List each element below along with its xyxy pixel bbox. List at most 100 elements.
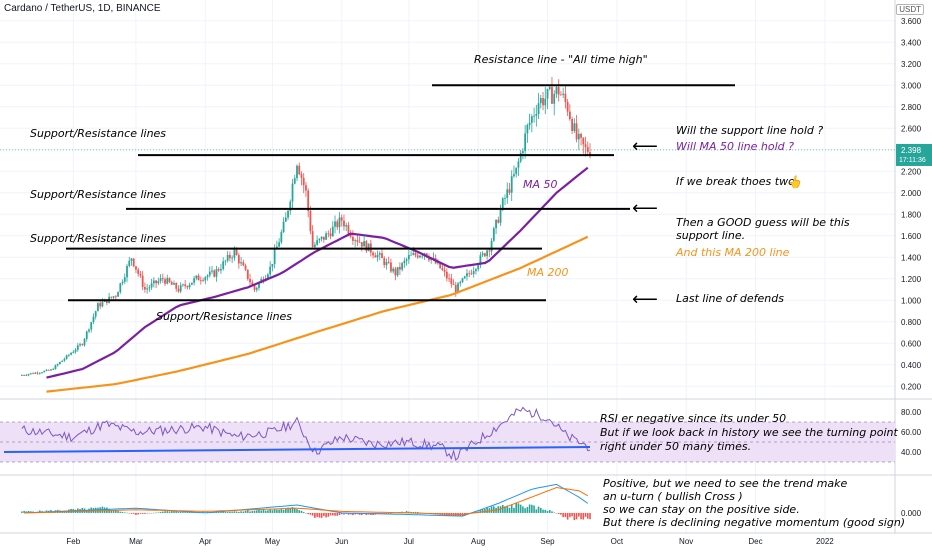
symbol-title[interactable]: Cardano / TetherUS, 1D, BINANCE — [4, 3, 161, 14]
candle-body — [269, 266, 272, 275]
candle-body — [331, 226, 334, 237]
candle-body — [267, 274, 269, 279]
price-axis-tick: 0.200 — [901, 382, 922, 391]
candle-body — [63, 358, 66, 361]
macd-histogram-bar — [390, 512, 392, 514]
candle-body — [135, 266, 137, 270]
candle-body — [555, 87, 558, 94]
candle-body — [101, 301, 104, 307]
candle-body — [99, 303, 102, 307]
macd-histogram-bar — [334, 512, 336, 516]
macd-histogram-bar — [542, 509, 544, 513]
candle-body — [289, 201, 292, 211]
macd-histogram-bar — [235, 511, 238, 513]
macd-histogram-bar — [517, 503, 520, 513]
candle-body — [206, 275, 209, 278]
macd-histogram-bar — [490, 506, 493, 513]
macd-histogram-bar — [504, 506, 506, 513]
candle-body — [499, 209, 502, 223]
macd-histogram-bar — [137, 512, 139, 515]
candle-body — [530, 116, 533, 123]
candle-body — [112, 296, 115, 298]
macd-histogram-bar — [253, 510, 256, 513]
candle-body — [217, 269, 220, 271]
time-axis-label: Sep — [540, 537, 555, 546]
candle-body — [445, 271, 448, 279]
candle-body — [235, 249, 238, 256]
candle-body — [528, 122, 531, 126]
candle-body — [161, 278, 164, 280]
candle-body — [56, 364, 59, 366]
candle-body — [358, 241, 361, 243]
time-axis-label: 2022 — [816, 537, 834, 546]
macd-histogram-bar — [148, 512, 151, 514]
candle-body — [515, 167, 518, 175]
price-axis-tick: 3.600 — [901, 17, 922, 26]
candle-body — [177, 288, 180, 292]
macd-histogram-bar — [278, 509, 280, 513]
sr-label-3: Support/Resistance lines — [30, 232, 166, 245]
candle-body — [403, 260, 406, 264]
candle-body — [144, 286, 146, 290]
candle-body — [519, 152, 522, 162]
macd-histogram-bar — [533, 505, 535, 513]
candle-body — [249, 278, 251, 283]
candle-body — [318, 238, 321, 241]
candle-body — [114, 296, 117, 298]
candle-body — [76, 345, 79, 350]
macd-histogram-bar — [23, 510, 25, 513]
macd-histogram-bar — [173, 511, 175, 513]
candle-body — [421, 255, 424, 257]
candle-body — [119, 283, 122, 293]
time-axis-label: Nov — [679, 537, 693, 546]
arrow-support-hold: ⟵ — [632, 136, 658, 157]
candle-body — [175, 283, 178, 289]
macd-histogram-bar — [168, 511, 171, 513]
candle-body — [280, 232, 283, 243]
macd-histogram-bar — [285, 508, 287, 513]
macd-histogram-bar — [273, 509, 276, 513]
macd-histogram-bar — [276, 509, 278, 513]
candle-body — [45, 369, 48, 371]
candle-body — [539, 98, 542, 104]
candle-body — [244, 265, 247, 270]
macd-histogram-bar — [569, 512, 571, 518]
candle-body — [437, 262, 439, 264]
candle-body — [571, 119, 574, 131]
candle-body — [202, 280, 204, 282]
macd-histogram-bar — [340, 512, 343, 515]
macd-histogram-bar — [580, 512, 582, 520]
candle-body — [450, 278, 453, 285]
macd-histogram-bar — [566, 512, 569, 520]
macd-histogram-bar — [182, 512, 184, 513]
macd-histogram-bar — [412, 512, 415, 513]
macd-histogram-bar — [309, 512, 312, 515]
candle-body — [396, 266, 399, 276]
candle-body — [506, 189, 509, 199]
macd-histogram-bar — [112, 510, 115, 513]
candle-body — [220, 269, 222, 271]
macd-histogram-bar — [537, 506, 540, 513]
candle-body — [398, 266, 401, 270]
currency-button[interactable]: USDT — [896, 4, 924, 15]
candle-body — [522, 151, 524, 153]
candle-body — [568, 111, 571, 120]
macd-histogram-bar — [121, 511, 124, 513]
macd-note-3: so we can stay on the positive side. — [603, 503, 800, 516]
macd-histogram-bar — [327, 512, 330, 517]
candle-body — [372, 252, 374, 256]
rsi-note-1: RSI er negative since its under 50 — [600, 412, 786, 425]
macd-histogram-bar — [255, 510, 258, 513]
macd-histogram-bar — [97, 507, 99, 513]
candle-body — [173, 283, 175, 285]
candle-body — [322, 236, 325, 240]
macd-histogram-bar — [21, 511, 23, 513]
candle-body — [497, 219, 500, 223]
macd-histogram-bar — [586, 512, 589, 519]
macd-histogram-bar — [267, 510, 269, 513]
last-price-label-bg — [896, 143, 932, 166]
macd-histogram-bar — [220, 511, 222, 513]
macd-histogram-bar — [175, 511, 178, 513]
macd-histogram-bar — [233, 511, 236, 513]
macd-histogram-bar — [166, 511, 169, 513]
